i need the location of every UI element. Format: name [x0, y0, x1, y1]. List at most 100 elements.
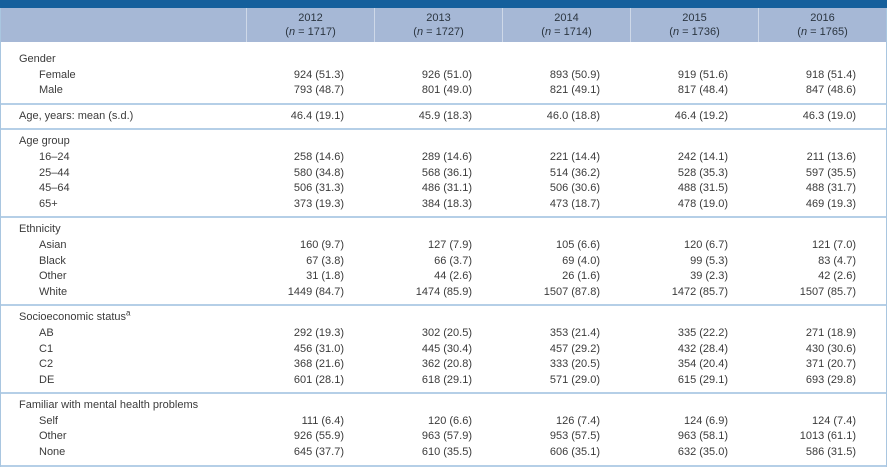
table-cell: 335 (22.2) [677, 326, 728, 339]
table-row: C2 368 (21.6) 362 (20.8) 333 (20.5) 354 (20.… [1, 357, 886, 373]
column-header-2012: 2012 (n = 1717) [246, 8, 374, 42]
table-cell: 39 (2.3) [690, 270, 728, 283]
table-cell: 292 (19.3) [293, 326, 344, 339]
column-n-count: (n = 1717) [285, 26, 336, 38]
table-row: Age group [1, 134, 886, 150]
table-row: Gender [1, 52, 886, 68]
table-cell: 160 (9.7) [299, 238, 344, 251]
table-cell: 919 (51.6) [677, 68, 728, 81]
table-row: 65+ 373 (19.3) 384 (18.3) 473 (18.7) 478 (19… [1, 197, 886, 213]
row-label: None [39, 446, 66, 459]
table-row: Familiar with mental health problems [1, 398, 886, 414]
table-cell: 457 (29.2) [549, 342, 600, 355]
table-cell: 610 (35.5) [421, 446, 472, 459]
table-row: 16–24 258 (14.6) 289 (14.6) 221 (14.4) 242 (… [1, 150, 886, 166]
row-label: AB [39, 326, 54, 339]
table-row: Asian 160 (9.7) 127 (7.9) 105 (6.6) 120 (6.7… [1, 238, 886, 254]
column-n-count: (n = 1714) [541, 26, 592, 38]
table-cell: 1474 (85.9) [415, 285, 472, 298]
table-cell: 302 (20.5) [421, 326, 472, 339]
row-label: White [39, 285, 68, 298]
table-cell: 362 (20.8) [421, 358, 472, 371]
table-row: White 1449 (84.7) 1474 (85.9) 1507 (87.8) 14… [1, 285, 886, 301]
table-cell: 568 (36.1) [421, 166, 472, 179]
table-cell: 528 (35.3) [677, 166, 728, 179]
column-year: 2016 [810, 12, 835, 24]
table-row: None 645 (37.7) 610 (35.5) 606 (35.1) 632 (3… [1, 445, 886, 461]
table-cell: 105 (6.6) [555, 238, 600, 251]
table-cell: 571 (29.0) [549, 373, 600, 386]
table-cell: 963 (58.1) [677, 430, 728, 443]
row-label: Female [39, 68, 76, 81]
table-cell: 111 (6.4) [301, 414, 344, 427]
section-heading: Socioeconomic statusa [19, 308, 131, 324]
table-cell: 384 (18.3) [421, 197, 472, 210]
table-cell: 926 (55.9) [293, 430, 344, 443]
row-label: 25–44 [39, 166, 70, 179]
table-section: Ethnicity Asian 160 (9.7) 127 (7.9) 105 (6.6… [1, 218, 886, 307]
table-frame: 2012 (n = 1717) 2013 (n = 1727) 2014 (n = 171… [0, 8, 887, 467]
table-section: Age, years: mean (s.d.) 46.4 (19.1) 45.9 (… [1, 105, 886, 131]
table-section: Age group 16–24 258 (14.6) 289 (14.6) 221 (1… [1, 130, 886, 219]
table-cell: 46.4 (19.1) [290, 109, 344, 122]
table-cell: 83 (4.7) [818, 254, 856, 267]
table-row: C1 456 (31.0) 445 (30.4) 457 (29.2) 432 (28.… [1, 342, 886, 358]
row-label: 65+ [39, 197, 58, 210]
column-header-2015: 2015 (n = 1736) [630, 8, 758, 42]
table-cell: 953 (57.5) [549, 430, 600, 443]
table-cell: 506 (31.3) [293, 182, 344, 195]
table-cell: 99 (5.3) [690, 254, 728, 267]
table-row: Self 111 (6.4) 120 (6.6) 126 (7.4) 124 (6.9)… [1, 414, 886, 430]
table-cell: 46.4 (19.2) [674, 109, 728, 122]
table-row: AB 292 (19.3) 302 (20.5) 353 (21.4) 335 (22.… [1, 326, 886, 342]
column-year: 2012 [298, 12, 323, 24]
table-row: Male 793 (48.7) 801 (49.0) 821 (49.1) 817 (4… [1, 83, 886, 99]
column-header-2014: 2014 (n = 1714) [502, 8, 630, 42]
table-cell: 469 (19.3) [805, 197, 856, 210]
table-cell: 801 (49.0) [421, 84, 472, 97]
column-header-2013: 2013 (n = 1727) [374, 8, 502, 42]
table-cell: 473 (18.7) [549, 197, 600, 210]
table-cell: 586 (31.5) [805, 446, 856, 459]
table-cell: 67 (3.8) [306, 254, 344, 267]
table-cell: 645 (37.7) [293, 446, 344, 459]
table-cell: 1472 (85.7) [671, 285, 728, 298]
table-cell: 126 (7.4) [555, 414, 600, 427]
table-body: Gender Female 924 (51.3) 926 (51.0) 893 (50.… [1, 42, 886, 467]
row-label: DE [39, 373, 55, 386]
row-label: C2 [39, 358, 54, 371]
table-section: Familiar with mental health problems Self… [1, 394, 886, 467]
row-label: Self [39, 414, 58, 427]
table-cell: 817 (48.4) [677, 84, 728, 97]
table-cell: 1013 (61.1) [799, 430, 856, 443]
table-cell: 606 (35.1) [549, 446, 600, 459]
table-cell: 918 (51.4) [805, 68, 856, 81]
row-label: Other [39, 270, 67, 283]
table-cell: 368 (21.6) [293, 358, 344, 371]
table-cell: 618 (29.1) [421, 373, 472, 386]
row-label: Asian [39, 238, 67, 251]
table-cell: 354 (20.4) [677, 358, 728, 371]
table-cell: 893 (50.9) [549, 68, 600, 81]
table-row: 45–64 506 (31.3) 486 (31.1) 506 (30.6) 488 (… [1, 181, 886, 197]
table-cell: 514 (36.2) [549, 166, 600, 179]
table-row: Female 924 (51.3) 926 (51.0) 893 (50.9) 919 … [1, 68, 886, 84]
table-cell: 373 (19.3) [293, 197, 344, 210]
table-cell: 580 (34.8) [293, 166, 344, 179]
table-cell: 926 (51.0) [421, 68, 472, 81]
table-row: Black 67 (3.8) 66 (3.7) 69 (4.0) 99 (5.3) 83 … [1, 254, 886, 270]
table-cell: 924 (51.3) [293, 68, 344, 81]
table-cell: 271 (18.9) [805, 326, 856, 339]
table-cell: 45.9 (18.3) [418, 109, 472, 122]
table-cell: 430 (30.6) [805, 342, 856, 355]
table-cell: 693 (29.8) [805, 373, 856, 386]
table-cell: 221 (14.4) [549, 150, 600, 163]
table-cell: 120 (6.7) [683, 238, 728, 251]
table-cell: 371 (20.7) [805, 358, 856, 371]
column-year: 2015 [682, 12, 707, 24]
table-cell: 1507 (85.7) [799, 285, 856, 298]
table-cell: 456 (31.0) [293, 342, 344, 355]
table-cell: 478 (19.0) [677, 197, 728, 210]
table-cell: 46.0 (18.8) [546, 109, 600, 122]
row-label: Other [39, 430, 67, 443]
